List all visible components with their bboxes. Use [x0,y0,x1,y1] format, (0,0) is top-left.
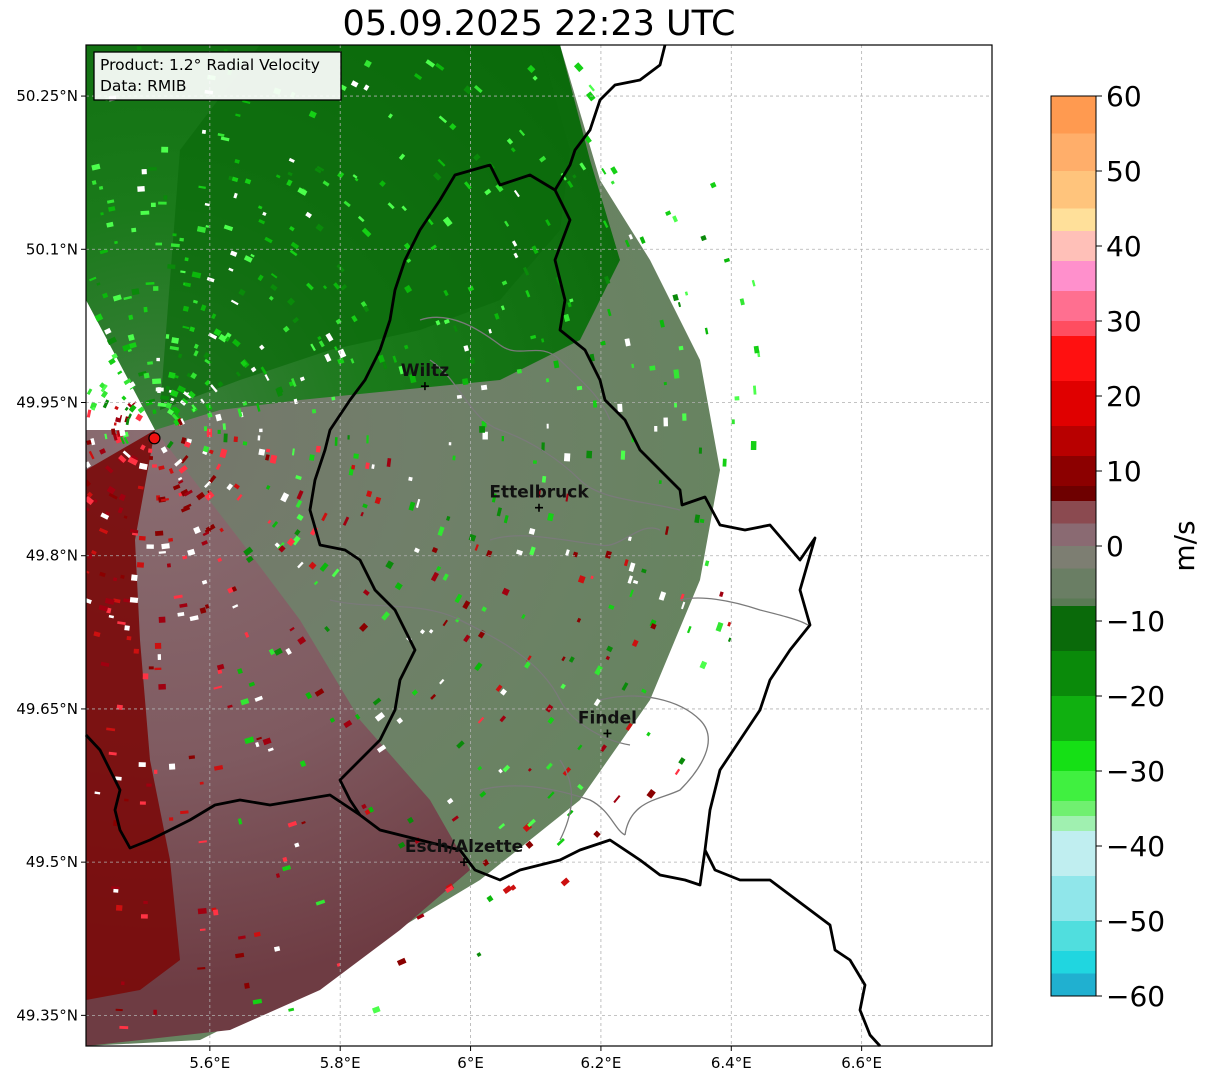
colorbar-segment [1051,801,1096,817]
city-cross-icon [420,382,429,391]
colorbar-segment [1051,133,1096,172]
colorbar: 60 50 40 30 20 10 0 −10 −20 −30 −40 −50 −60 m/s [1050,80,1201,1013]
colorbar-tick-label: −30 [1106,755,1165,788]
colorbar-segment [1051,261,1096,292]
city-cross-icon [535,503,543,512]
lon-tick-label: 5.8°E [320,1054,361,1072]
lat-tick-label: 49.95°N [16,394,78,412]
colorbar-segment [1051,456,1096,487]
colorbar-segment [1051,336,1096,382]
gridlines [86,45,992,1046]
city-marker: Ettelbruck [489,483,589,512]
colorbar-tick-label: 30 [1106,305,1142,338]
map-title: 05.09.2025 22:23 UTC [342,4,736,44]
lon-tick-label: 6°E [457,1054,484,1072]
colorbar-segment [1051,741,1096,772]
colorbar-segment [1051,831,1096,877]
colorbar-segment [1051,321,1096,337]
colorbar-segment [1051,523,1096,547]
lat-tick-label: 49.5°N [26,853,78,871]
map-frame [85,44,993,1047]
colorbar-segment [1051,598,1096,607]
city-label: Ettelbruck [489,483,589,503]
colorbar-segment [1051,546,1096,569]
city-cross-icon [460,858,469,867]
colorbar-tick-label: −20 [1106,680,1165,713]
colorbar-segment [1051,96,1096,134]
colorbar-tick-label: 40 [1106,230,1142,263]
lat-tick-label: 49.65°N [16,700,78,718]
lon-tick-label: 5.6°E [189,1054,230,1072]
colorbar-tick-label: −60 [1106,980,1165,1013]
lat-tick-label: 50.1°N [26,240,78,258]
city-label: Esch/Alzette [405,837,523,857]
colorbar-tick-label: 20 [1106,380,1142,413]
colorbar-tick-label: 60 [1106,80,1142,113]
colorbar-tick-label: −50 [1106,905,1165,938]
colorbar-segment [1051,171,1096,209]
city-cross-icon [603,729,612,738]
info-product: Product: 1.2° Radial Velocity [100,56,320,74]
colorbar-segment [1051,696,1096,742]
colorbar-segment [1051,208,1096,232]
colorbar-segment [1051,651,1096,697]
city-marker: Findel [578,708,637,738]
city-label: Findel [578,708,637,728]
lat-tick-label: 49.35°N [16,1006,78,1024]
info-data-source: Data: RMIB [100,77,187,95]
lon-tick-label: 6.6°E [841,1054,882,1072]
colorbar-segment [1051,771,1096,802]
lon-tick-label: 6.2°E [580,1054,621,1072]
lat-tick-label: 49.8°N [26,547,78,565]
colorbar-segment [1051,501,1096,524]
colorbar-segment [1051,231,1096,262]
city-marker: Wiltz [401,361,450,391]
lat-tick-label: 50.25°N [16,87,78,105]
city-label: Wiltz [401,361,450,381]
colorbar-tick-label: 0 [1106,530,1124,563]
map-axes: 5.6°E 5.8°E 6°E 6.2°E 6.4°E 6.6°E 50.25°N 50.1°… [16,87,882,1072]
colorbar-tick-label: −10 [1106,605,1165,638]
colorbar-segment [1051,921,1096,952]
colorbar-segment [1051,951,1096,974]
map-markers: Wiltz Ettelbruck Findel Esch/Alzette [148,361,637,867]
radar-site-marker [148,432,161,445]
colorbar-segment [1051,291,1096,322]
colorbar-segment [1051,876,1096,922]
info-box: Product: 1.2° Radial Velocity Data: RMIB [93,51,342,101]
radar-echo-field [86,45,761,1046]
colorbar-tick-label: 10 [1106,455,1142,488]
colorbar-segment [1051,568,1096,599]
colorbar-tick-label: 50 [1106,155,1142,188]
colorbar-segment [1051,486,1096,502]
colorbar-segment [1051,426,1096,457]
colorbar-segment [1051,816,1096,832]
colorbar-unit-label: m/s [1168,520,1201,571]
city-marker: Esch/Alzette [405,837,523,867]
national-borders [84,44,882,1047]
colorbar-tick-label: −40 [1106,830,1165,863]
colorbar-segment [1051,381,1096,427]
lon-tick-label: 6.4°E [711,1054,752,1072]
colorbar-segment [1051,606,1096,652]
colorbar-segment [1051,973,1096,997]
